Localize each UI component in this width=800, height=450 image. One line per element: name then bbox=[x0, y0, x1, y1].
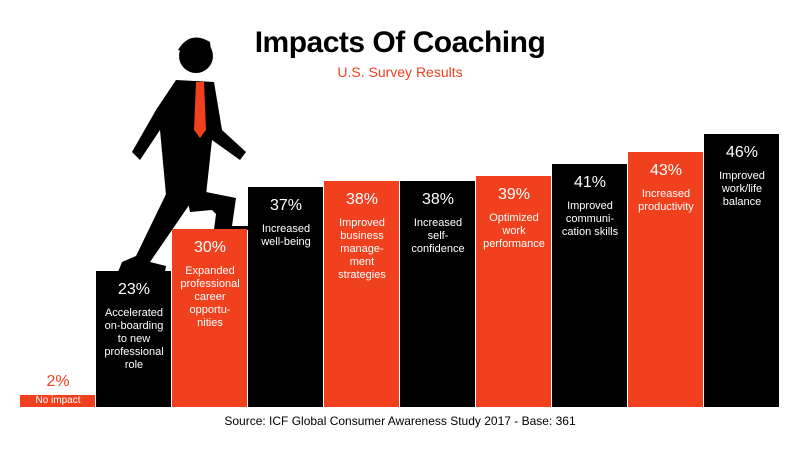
bar bbox=[96, 270, 171, 407]
bar bbox=[324, 181, 399, 407]
value-label: 38% bbox=[421, 191, 455, 209]
category-label: Accelerated on-boarding to new professio… bbox=[104, 306, 164, 371]
bar bbox=[172, 228, 247, 407]
category-label: Increased productivity bbox=[638, 187, 694, 213]
bar bbox=[476, 175, 551, 407]
category-label: Improved work/life balance bbox=[719, 170, 765, 208]
value-label: 43% bbox=[649, 161, 683, 179]
category-label: Optimized work performance bbox=[483, 211, 545, 250]
category-label: Improved communi- cation skills bbox=[561, 199, 619, 238]
bar bbox=[552, 163, 627, 407]
bar bbox=[20, 395, 95, 407]
bar bbox=[248, 187, 323, 407]
value-label: 46% bbox=[725, 144, 759, 161]
value-label: 2% bbox=[46, 373, 70, 391]
value-label: 39% bbox=[497, 185, 531, 203]
category-label: Improved business manage- ment strategie… bbox=[338, 217, 386, 282]
category-label: Increased self- confidence bbox=[411, 217, 465, 256]
bar bbox=[704, 134, 779, 407]
chart-subtitle: U.S. Survey Results bbox=[337, 64, 463, 80]
value-label: 38% bbox=[345, 191, 379, 209]
source-note: Source: ICF Global Consumer Awareness St… bbox=[224, 414, 576, 428]
chart-title: Impacts Of Coaching bbox=[254, 26, 546, 59]
category-label: Increased well-being bbox=[261, 223, 311, 249]
value-label: 23% bbox=[117, 280, 151, 298]
bar bbox=[628, 151, 703, 407]
category-label: No impact bbox=[35, 395, 81, 407]
value-label: 41% bbox=[573, 173, 607, 191]
category-label: Expanded professional career opportu- ni… bbox=[180, 264, 240, 329]
value-label: 37% bbox=[269, 197, 303, 215]
bar bbox=[400, 181, 475, 407]
value-label: 30% bbox=[193, 238, 227, 256]
